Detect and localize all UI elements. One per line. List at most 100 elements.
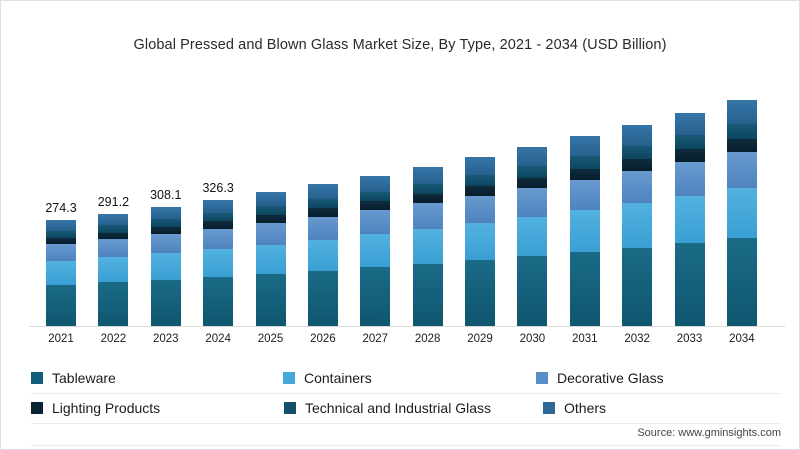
bar-group-2024: 326.3 [202,71,234,326]
bar-segment-others [726,100,757,124]
bar-segment-others [46,220,76,232]
bar-segment-containers [674,196,705,243]
bar-group-2025 [255,71,286,326]
bar-segment-decorative-glass [46,244,76,262]
x-tick-2028: 2028 [414,333,441,345]
legend-label-decorative-glass: Decorative Glass [557,370,664,386]
x-tick-2024: 2024 [205,333,231,345]
bar-segment-decorative-glass [98,239,129,258]
bar-segment-technical-and-industrial-glass [98,225,129,233]
legend-swatch-decorative-glass [536,372,548,384]
bar-group-2034 [726,71,757,326]
bar-segment-tableware [622,247,653,326]
bar-segment-decorative-glass [622,171,653,204]
bar-segment-decorative-glass [150,234,181,254]
bar-segment-lighting-products [307,208,338,217]
bar-segment-decorative-glass [203,228,234,250]
legend-label-others: Others [564,400,607,416]
bar-segment-technical-and-industrial-glass [46,231,76,239]
legend-row-2: Lighting Products Technical and Industria… [31,394,781,424]
bar-segment-decorative-glass [465,196,495,224]
bar-group-2029 [465,71,495,326]
legend-item-containers: Containers [283,364,372,392]
x-axis-line [29,326,785,327]
bar-segment-others [569,136,600,157]
bar-segment-containers [98,257,129,283]
bar-segment-tableware [46,284,76,326]
bar-segment-containers [517,216,548,257]
bar-group-2026 [307,71,338,326]
source-text: Source: www.gminsights.com [637,427,781,439]
bar-segment-lighting-products [674,149,705,163]
bar-segment-decorative-glass [360,210,391,235]
bar-segment-technical-and-industrial-glass [412,183,443,194]
x-tick-2025: 2025 [257,333,284,345]
bar-segment-technical-and-industrial-glass [622,146,653,160]
bar-segment-others [307,184,338,200]
bar-group-2021: 274.3 [45,71,77,326]
legend-row-1: Tableware Containers Decorative Glass [31,364,781,394]
bar-segment-tableware [674,242,705,326]
bar-segment-others [360,175,391,192]
x-tick-2034: 2034 [729,333,755,345]
bar-segment-others [255,192,286,207]
bar-segment-containers [307,239,338,271]
bar-segment-technical-and-industrial-glass [360,191,391,202]
bar-segment-lighting-products [360,201,391,211]
stacked-bar-2031 [569,136,600,326]
x-axis-labels: 2021 2022 2023 2024 2025 2026 2027 2028 2029 2030… [46,333,757,345]
bar-segment-containers [726,188,757,238]
legend: Tableware Containers Decorative Glass Light… [31,364,781,424]
bar-segment-others [674,113,705,136]
legend-label-tableware: Tableware [52,370,116,386]
stacked-bar-2026 [307,184,338,326]
bar-segment-containers [622,203,653,248]
stacked-bar-2022 [98,213,129,326]
bar-segment-containers [360,234,391,268]
legend-swatch-technical-and-industrial-glass [284,402,296,414]
legend-label-containers: Containers [304,370,372,386]
bar-segment-lighting-products [465,185,495,197]
legend-swatch-lighting-products [31,402,43,414]
bar-segment-lighting-products [412,193,443,204]
bar-group-2031 [569,71,600,326]
legend-swatch-tableware [31,372,43,384]
bar-segment-lighting-products [46,238,76,245]
bar-segment-decorative-glass [726,152,757,189]
bar-segment-lighting-products [203,221,234,229]
stacked-bar-2033 [674,113,705,326]
stacked-bar-2021 [46,220,76,326]
bar-segment-technical-and-industrial-glass [203,213,234,222]
bar-value-label: 308.1 [150,187,182,202]
stacked-bar-2029 [465,157,495,326]
x-tick-2031: 2031 [571,333,598,345]
bar-segment-tableware [150,279,181,326]
bar-segment-tableware [465,260,495,326]
stacked-bar-2023 [150,207,181,326]
x-tick-2022: 2022 [100,333,127,345]
stacked-bar-2034 [726,100,757,326]
bar-segment-containers [465,223,495,261]
x-tick-2030: 2030 [519,333,546,345]
bar-segment-technical-and-industrial-glass [150,219,181,228]
bar-group-2027 [360,71,391,326]
legend-item-lighting-products: Lighting Products [31,394,160,422]
bar-group-2023: 308.1 [150,71,181,326]
legend-label-technical-and-industrial-glass: Technical and Industrial Glass [305,400,491,416]
bar-group-2030 [517,71,548,326]
x-tick-2026: 2026 [310,333,336,345]
bar-segment-containers [412,228,443,264]
bar-group-2033 [674,71,705,326]
bar-group-2032 [622,71,653,326]
x-tick-2027: 2027 [362,333,389,345]
legend-label-lighting-products: Lighting Products [52,400,161,416]
bar-segment-lighting-products [622,159,653,172]
bar-group-2028 [412,71,443,326]
chart-title: Global Pressed and Blown Glass Market Si… [133,37,667,53]
bar-segment-lighting-products [569,168,600,181]
bar-segment-lighting-products [517,177,548,189]
bar-value-label: 291.2 [97,194,130,209]
bar-segment-tableware [517,256,548,326]
bar-segment-lighting-products [255,215,286,224]
